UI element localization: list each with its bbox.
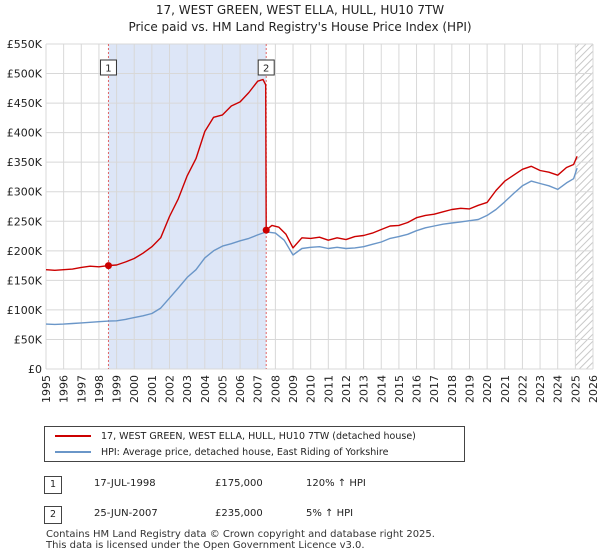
x-tick-label-2019: 2019 xyxy=(463,375,476,403)
legend-price-label: 17, WEST GREEN, WEST ELLA, HULL, HU10 7T… xyxy=(101,430,416,442)
x-tick-label-2017: 2017 xyxy=(428,375,441,403)
footer: Contains HM Land Registry data © Crown c… xyxy=(46,529,435,551)
x-tick-label-2012: 2012 xyxy=(340,375,353,403)
future-hatch-region xyxy=(575,44,593,369)
x-tick-label-2021: 2021 xyxy=(499,375,512,403)
sale-label-box-2 xyxy=(257,59,275,76)
footer-line-1: Contains HM Land Registry data © Crown c… xyxy=(46,529,435,540)
x-tick-label-2025: 2025 xyxy=(569,375,582,403)
x-tick-label-2013: 2013 xyxy=(358,375,371,403)
sale-date-2: 25-JUN-2007 xyxy=(94,508,158,519)
title-line-1: 17, WEST GREEN, WEST ELLA, HULL, HU10 7T… xyxy=(155,3,445,17)
sale-price-1: £175,000 xyxy=(215,478,263,489)
x-tick-label-2023: 2023 xyxy=(534,375,547,403)
x-tick-label-2008: 2008 xyxy=(269,375,282,403)
x-tick-label-2005: 2005 xyxy=(216,375,229,403)
x-tick-label-2002: 2002 xyxy=(164,375,177,403)
y-tick-label-2: £100K xyxy=(7,304,43,317)
sale-point-1 xyxy=(104,262,112,270)
x-tick-label-2026: 2026 xyxy=(587,375,600,403)
sale-hpi-2: 5% ↑ HPI xyxy=(306,508,354,519)
chart-title: 17, WEST GREEN, WEST ELLA, HULL, HU10 7T… xyxy=(0,2,600,36)
sale-label-box-1 xyxy=(99,59,117,76)
legend-item-price: 17, WEST GREEN, WEST ELLA, HULL, HU10 7T… xyxy=(45,428,416,444)
price-paid-line xyxy=(45,78,578,271)
sale-badge-2: 2 xyxy=(44,506,62,524)
sale-label-2: 2 xyxy=(263,64,269,75)
y-tick-label-1: £50K xyxy=(14,333,43,346)
y-tick-label-0: £0 xyxy=(28,363,42,376)
x-tick-label-2010: 2010 xyxy=(305,375,318,403)
x-tick-label-2016: 2016 xyxy=(411,375,424,403)
hpi-line xyxy=(45,167,578,326)
x-tick-label-2011: 2011 xyxy=(322,375,335,403)
x-tick-label-1998: 1998 xyxy=(93,375,106,403)
x-tick-label-2006: 2006 xyxy=(234,375,247,403)
sale-label-1: 1 xyxy=(105,64,111,75)
sale-badge-1: 1 xyxy=(44,476,62,494)
x-tick-label-2001: 2001 xyxy=(146,375,159,403)
x-tick-label-1995: 1995 xyxy=(40,375,53,403)
x-tick-label-2018: 2018 xyxy=(446,375,459,403)
y-tick-label-6: £300K xyxy=(7,186,43,199)
sale-date-1: 17-JUL-1998 xyxy=(94,478,156,489)
legend: 17, WEST GREEN, WEST ELLA, HULL, HU10 7T… xyxy=(44,426,465,462)
x-tick-label-2004: 2004 xyxy=(199,375,212,403)
legend-hpi-label: HPI: Average price, detached house, East… xyxy=(101,446,389,458)
sale-hpi-1: 120% ↑ HPI xyxy=(306,478,366,489)
y-tick-label-11: £550K xyxy=(7,38,43,51)
x-tick-label-2015: 2015 xyxy=(393,375,406,403)
y-tick-label-9: £450K xyxy=(7,97,43,110)
footer-line-2: This data is licensed under the Open Gov… xyxy=(46,540,365,551)
legend-item-hpi: HPI: Average price, detached house, East… xyxy=(45,444,388,460)
x-tick-label-2014: 2014 xyxy=(375,375,388,403)
y-tick-label-10: £500K xyxy=(7,68,43,81)
y-tick-label-4: £200K xyxy=(7,245,43,258)
x-tick-label-2009: 2009 xyxy=(287,375,300,403)
y-tick-label-7: £350K xyxy=(7,156,43,169)
x-tick-label-2007: 2007 xyxy=(252,375,265,403)
sale-point-2 xyxy=(262,226,270,234)
price-chart: 1 2 £0 £50K £100K £150K £200K £250K £300K £350K £… xyxy=(7,38,600,403)
y-tick-label-8: £400K xyxy=(7,127,43,140)
x-tick-label-2020: 2020 xyxy=(481,375,494,403)
x-tick-label-2024: 2024 xyxy=(552,375,565,403)
sale-price-2: £235,000 xyxy=(215,508,263,519)
title-line-2: Price paid vs. HM Land Registry's House … xyxy=(128,20,472,34)
y-tick-label-3: £150K xyxy=(7,274,43,287)
x-tick-label-1996: 1996 xyxy=(58,375,71,403)
x-tick-label-2022: 2022 xyxy=(516,375,529,403)
y-tick-label-5: £250K xyxy=(7,215,43,228)
legend-price-swatch xyxy=(55,435,91,437)
x-tick-label-1997: 1997 xyxy=(75,375,88,403)
sale-row-2: 2 25-JUN-2007 £235,000 5% ↑ HPI xyxy=(44,506,444,526)
x-tick-label-2000: 2000 xyxy=(128,375,141,403)
legend-hpi-swatch xyxy=(55,451,91,453)
x-tick-label-1999: 1999 xyxy=(111,375,124,403)
x-tick-label-2003: 2003 xyxy=(181,375,194,403)
sale-row-1: 1 17-JUL-1998 £175,000 120% ↑ HPI xyxy=(44,476,444,496)
